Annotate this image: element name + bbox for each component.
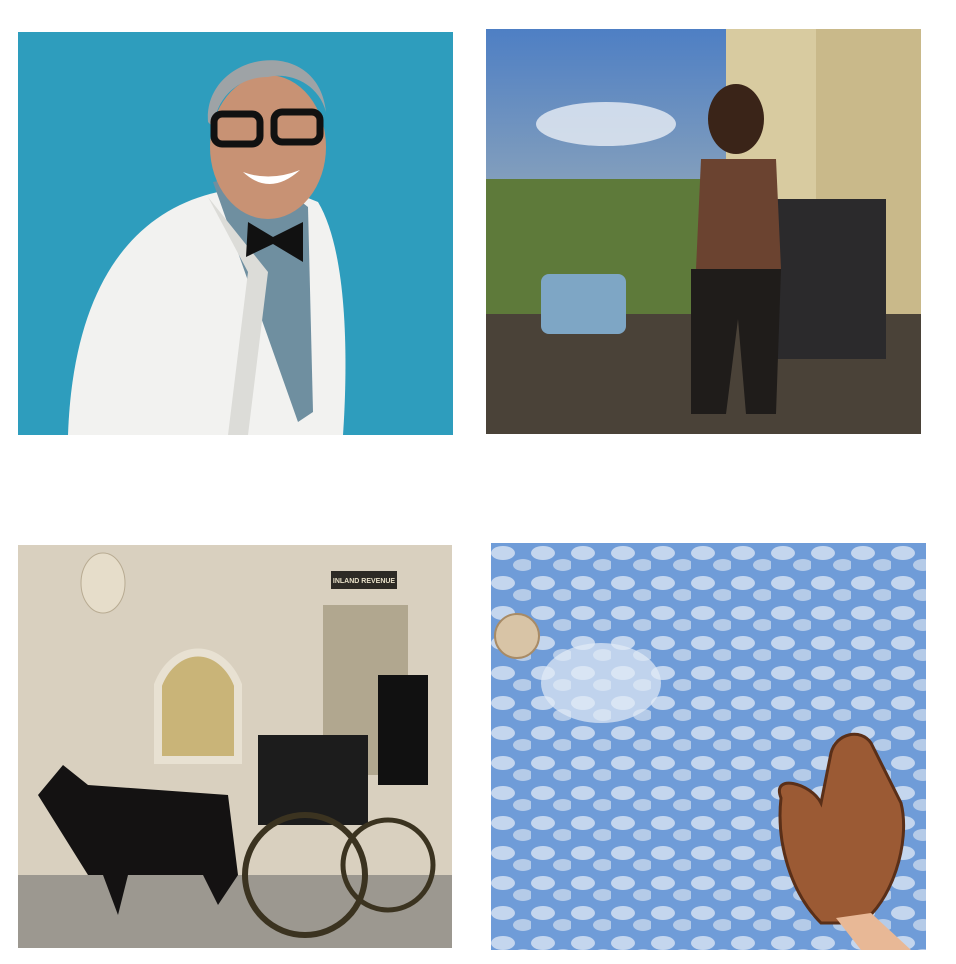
vehicle xyxy=(776,199,886,359)
lapel xyxy=(208,197,268,435)
sign-text: INLAND REVENUE xyxy=(333,578,396,585)
torso xyxy=(696,159,781,269)
shorts xyxy=(691,269,781,414)
wheel xyxy=(242,812,368,938)
head xyxy=(708,84,764,154)
album-tile[interactable]: INLAND REVENUE xyxy=(18,545,452,948)
smile xyxy=(243,170,300,185)
bright-cloud xyxy=(541,643,661,723)
arm xyxy=(836,913,911,950)
wheel xyxy=(340,817,436,913)
album-tile[interactable] xyxy=(486,29,921,434)
album-tile[interactable] xyxy=(18,32,453,435)
car xyxy=(541,274,626,334)
hair xyxy=(207,60,326,127)
driver xyxy=(378,675,428,785)
glove xyxy=(777,732,906,925)
glasses xyxy=(270,108,324,146)
baseball xyxy=(494,613,540,659)
arched-window xyxy=(154,648,242,764)
horse xyxy=(38,765,238,915)
glasses xyxy=(210,110,264,148)
sign-plate xyxy=(331,571,397,589)
medallion xyxy=(80,552,126,614)
cloud xyxy=(536,102,676,146)
carriage xyxy=(258,735,368,825)
bow-tie xyxy=(246,222,303,262)
album-tile[interactable] xyxy=(491,543,926,950)
